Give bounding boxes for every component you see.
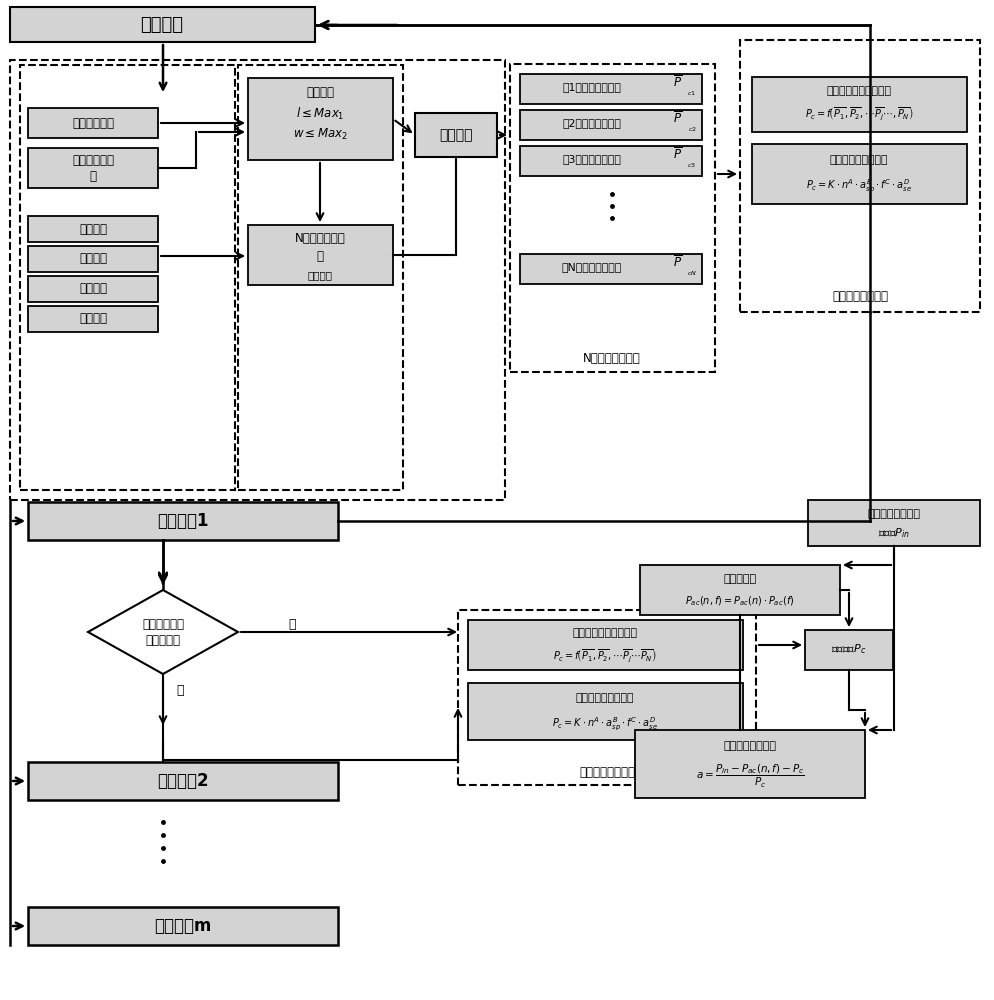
Text: 基准机床: 基准机床 <box>140 16 183 34</box>
Text: 切削参数与基: 切削参数与基 <box>142 617 184 630</box>
Text: $_{cN}$: $_{cN}$ <box>686 268 697 277</box>
Text: $w \leq Max_2$: $w \leq Max_2$ <box>292 126 347 142</box>
FancyBboxPatch shape <box>751 77 966 132</box>
Text: $_{c1}$: $_{c1}$ <box>687 89 696 98</box>
Text: $\overline{P}$: $\overline{P}$ <box>673 146 682 162</box>
Text: 基准参数切削功率模型: 基准参数切削功率模型 <box>572 628 637 638</box>
Text: $a = \dfrac{P_{in} - P_{ac}(n,f) - P_c}{P_c}$: $a = \dfrac{P_{in} - P_{ac}(n,f) - P_c}{… <box>695 762 804 790</box>
FancyBboxPatch shape <box>639 565 839 615</box>
Text: 整体切削功率模型: 整体切削功率模型 <box>831 290 887 304</box>
Text: N组切削功率均值: N组切削功率均值 <box>582 352 640 364</box>
Text: 主轴转速: 主轴转速 <box>79 223 107 236</box>
Text: 基准参数切削功率模型: 基准参数切削功率模型 <box>826 86 891 96</box>
FancyBboxPatch shape <box>238 65 403 490</box>
Text: 其他机床m: 其他机床m <box>154 917 212 935</box>
Text: 入功率$P_{in}$: 入功率$P_{in}$ <box>877 526 910 540</box>
FancyBboxPatch shape <box>28 246 158 272</box>
FancyBboxPatch shape <box>467 683 743 740</box>
Text: $_{c3}$: $_{c3}$ <box>687 161 696 170</box>
Text: 切削功率$P_c$: 切削功率$P_c$ <box>830 642 866 656</box>
Text: 第2组切削功率均值: 第2组切削功率均值 <box>562 118 621 128</box>
Text: 第N组切削功率均值: 第N组切削功率均值 <box>562 262 621 272</box>
FancyBboxPatch shape <box>28 306 158 332</box>
Text: 切削加工系统总输: 切削加工系统总输 <box>867 509 919 519</box>
Text: 正交实验: 正交实验 <box>307 270 332 280</box>
Text: $P_c = f\!\left(\overline{P_1},\overline{P_2},\cdots\overline{P_j}\cdots\overlin: $P_c = f\!\left(\overline{P_1},\overline… <box>553 647 656 665</box>
Text: 准切削相同: 准切削相同 <box>145 634 180 646</box>
Text: 机床加工方式: 机床加工方式 <box>72 117 114 130</box>
FancyBboxPatch shape <box>520 146 702 176</box>
Text: 空走刀功率: 空走刀功率 <box>723 574 755 584</box>
FancyBboxPatch shape <box>28 148 158 188</box>
FancyBboxPatch shape <box>457 610 755 785</box>
Text: $P_c = K \cdot n^A \cdot a_{sp}^B \cdot f^C \cdot a_{se}^D$: $P_c = K \cdot n^A \cdot a_{sp}^B \cdot … <box>552 715 657 733</box>
Text: $\overline{P}$: $\overline{P}$ <box>673 254 682 270</box>
Polygon shape <box>87 590 238 674</box>
Text: $\overline{P}$: $\overline{P}$ <box>673 110 682 126</box>
FancyBboxPatch shape <box>248 78 393 160</box>
Text: $l \leq Max_1$: $l \leq Max_1$ <box>295 106 344 122</box>
FancyBboxPatch shape <box>740 40 979 312</box>
Text: 刀具参数: 刀具参数 <box>79 312 107 326</box>
FancyBboxPatch shape <box>807 500 979 546</box>
Text: 切削实验: 切削实验 <box>438 128 472 142</box>
FancyBboxPatch shape <box>28 216 158 242</box>
Text: 其他机床1: 其他机床1 <box>157 512 209 530</box>
Text: N组基准切削参: N组基准切削参 <box>294 232 345 245</box>
FancyBboxPatch shape <box>28 907 338 945</box>
FancyBboxPatch shape <box>10 60 505 500</box>
FancyBboxPatch shape <box>28 502 338 540</box>
Text: 是: 是 <box>288 617 295 630</box>
FancyBboxPatch shape <box>28 108 158 138</box>
FancyBboxPatch shape <box>804 630 892 670</box>
Text: 进给速度: 进给速度 <box>79 252 107 265</box>
FancyBboxPatch shape <box>467 620 743 670</box>
FancyBboxPatch shape <box>28 276 158 302</box>
FancyBboxPatch shape <box>634 730 864 798</box>
Text: $P_c = f\!\left(\overline{P_1},\overline{P_2},\cdots\overline{P_j}\cdots,\overli: $P_c = f\!\left(\overline{P_1},\overline… <box>804 105 912 123</box>
Text: 切削深度: 切削深度 <box>79 282 107 296</box>
Text: 整体切削功率模型: 整体切削功率模型 <box>579 766 634 778</box>
Text: 附加载荷损耗系数: 附加载荷损耗系数 <box>723 741 775 751</box>
Text: 多参数拟合映射模型: 多参数拟合映射模型 <box>576 693 633 703</box>
Text: 机床工作台斜: 机床工作台斜 <box>72 154 114 167</box>
FancyBboxPatch shape <box>28 762 338 800</box>
FancyBboxPatch shape <box>510 64 715 372</box>
Text: 多参数拟合映射模型: 多参数拟合映射模型 <box>829 155 888 165</box>
FancyBboxPatch shape <box>520 74 702 104</box>
FancyBboxPatch shape <box>10 7 315 42</box>
Text: 其他机床2: 其他机床2 <box>157 772 209 790</box>
Text: $P_{ac}(n,f) = P_{ac}(n) \cdot P_{ac}(f)$: $P_{ac}(n,f) = P_{ac}(n) \cdot P_{ac}(f)… <box>685 594 794 608</box>
Text: 第1组切削功率均值: 第1组切削功率均值 <box>562 82 621 92</box>
FancyBboxPatch shape <box>520 110 702 140</box>
Text: 第3组切削功率均值: 第3组切削功率均值 <box>562 154 621 164</box>
Text: $_{c2}$: $_{c2}$ <box>687 125 696 134</box>
Text: 否: 否 <box>176 684 184 696</box>
FancyBboxPatch shape <box>248 225 393 285</box>
Text: $\overline{P}$: $\overline{P}$ <box>673 74 682 90</box>
FancyBboxPatch shape <box>751 144 966 204</box>
Text: 数: 数 <box>316 250 323 263</box>
FancyBboxPatch shape <box>414 113 496 157</box>
FancyBboxPatch shape <box>20 65 235 490</box>
Text: 基准样件: 基准样件 <box>306 86 334 99</box>
Text: $P_c = K \cdot n^A \cdot a_{sp}^B \cdot f^C \cdot a_{se}^D$: $P_c = K \cdot n^A \cdot a_{sp}^B \cdot … <box>805 177 911 195</box>
FancyBboxPatch shape <box>520 254 702 284</box>
Text: 刻: 刻 <box>89 170 96 183</box>
